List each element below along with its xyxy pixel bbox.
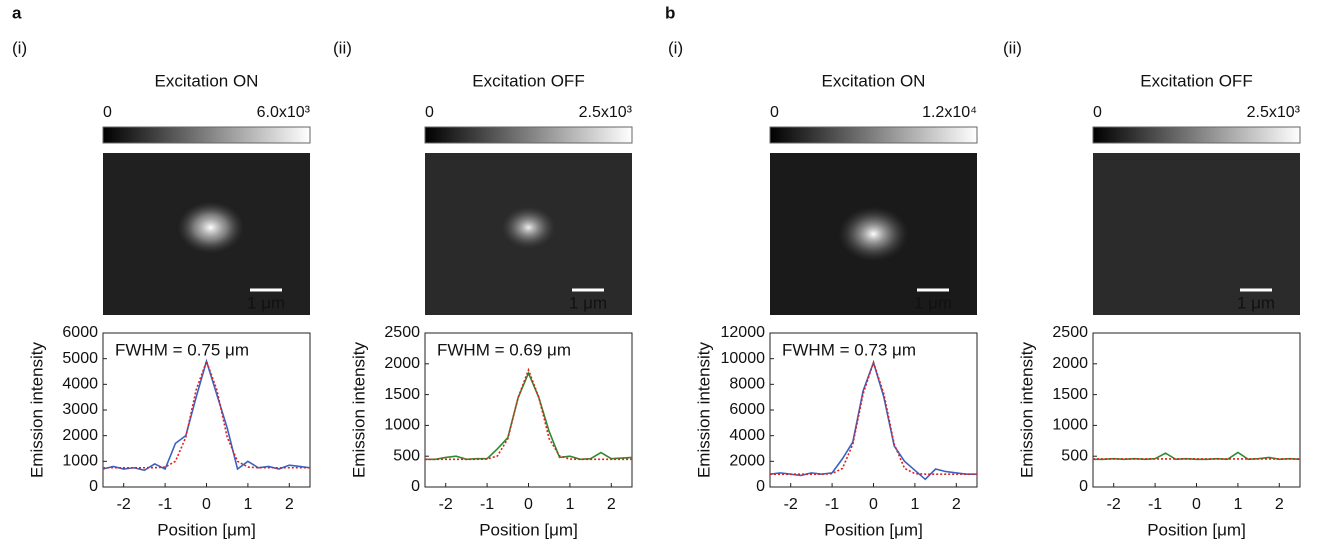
- panel-label: (ii): [1003, 38, 1022, 57]
- colorbar-label: 2.5x10³: [1247, 104, 1301, 121]
- y-tick-label: 0: [756, 478, 765, 495]
- plot-frame: [1092, 332, 1301, 488]
- x-tick-label: -2: [439, 496, 453, 513]
- y-tick-label: 500: [393, 447, 420, 464]
- scale-bar-label: 1 μm: [247, 293, 285, 312]
- colorbar-label: 0: [770, 104, 779, 121]
- x-tick-label: 1: [910, 496, 919, 513]
- data-line: [425, 370, 633, 461]
- y-axis-label: Emission intensity: [694, 341, 713, 478]
- panel-title: Excitation ON: [822, 71, 926, 90]
- y-tick-label: 4000: [62, 376, 98, 393]
- image-spot: [103, 153, 310, 315]
- y-tick-label: 6000: [729, 401, 765, 418]
- x-axis-label: Position [μm]: [1147, 520, 1246, 539]
- colorbar: [102, 126, 311, 144]
- panel-label: (i): [668, 38, 683, 57]
- colorbar-label: 2.5x10³: [579, 104, 633, 121]
- y-tick-label: 0: [1079, 478, 1088, 495]
- y-tick-label: 5000: [62, 350, 98, 367]
- image-spot: [1093, 153, 1300, 315]
- data-line: [103, 358, 310, 469]
- y-tick-label: 2000: [729, 453, 765, 470]
- y-tick-label: 2500: [384, 324, 420, 341]
- x-axis-label: Position [μm]: [479, 520, 578, 539]
- y-axis-label: Emission intensity: [349, 341, 368, 478]
- fwhm-annotation: FWHM = 0.69 μm: [437, 340, 571, 359]
- panel-title: Excitation OFF: [1140, 71, 1252, 90]
- panel-letter: a: [12, 3, 22, 22]
- scale-bar-label: 1 μm: [1237, 293, 1275, 312]
- y-tick-label: 6000: [62, 324, 98, 341]
- y-tick-label: 0: [411, 478, 420, 495]
- y-tick-label: 2000: [384, 355, 420, 372]
- y-tick-label: 2500: [1052, 324, 1088, 341]
- x-tick-label: -1: [480, 496, 494, 513]
- x-tick-label: 1: [1233, 496, 1242, 513]
- x-tick-label: 0: [869, 496, 878, 513]
- x-tick-label: 2: [285, 496, 294, 513]
- colorbar: [1092, 126, 1301, 144]
- colorbar-label: 6.0x10³: [257, 104, 311, 121]
- panel-letter: b: [665, 3, 675, 22]
- panel-title: Excitation OFF: [472, 71, 584, 90]
- fwhm-annotation: FWHM = 0.73 μm: [782, 340, 916, 359]
- colorbar: [769, 126, 978, 144]
- image-spot: [770, 153, 977, 315]
- panel-label: (ii): [333, 38, 352, 57]
- data-line: [770, 359, 977, 475]
- data-line: [769, 359, 977, 481]
- panel-title: Excitation ON: [155, 71, 259, 90]
- colorbar-label: 0: [425, 104, 434, 121]
- y-tick-label: 1500: [1052, 386, 1088, 403]
- y-tick-label: 1500: [384, 386, 420, 403]
- data-line: [1093, 451, 1301, 461]
- x-tick-label: 0: [1192, 496, 1201, 513]
- y-tick-label: 0: [89, 478, 98, 495]
- x-tick-label: -1: [825, 496, 839, 513]
- panel-label: (i): [12, 38, 27, 57]
- y-tick-label: 2000: [62, 427, 98, 444]
- x-axis-label: Position [μm]: [157, 520, 256, 539]
- y-tick-label: 10000: [721, 350, 766, 367]
- y-tick-label: 1000: [1052, 417, 1088, 434]
- x-tick-label: -2: [117, 496, 131, 513]
- x-tick-label: 2: [607, 496, 616, 513]
- colorbar: [424, 126, 633, 144]
- x-tick-label: 1: [565, 496, 574, 513]
- y-tick-label: 12000: [721, 324, 766, 341]
- x-tick-label: 2: [1275, 496, 1284, 513]
- data-line: [425, 367, 632, 461]
- data-line: [102, 358, 311, 472]
- scale-bar-label: 1 μm: [569, 293, 607, 312]
- y-axis-label: Emission intensity: [27, 341, 46, 478]
- image-spot: [425, 153, 632, 315]
- x-tick-label: -1: [1148, 496, 1162, 513]
- colorbar-label: 1.2x10⁴: [922, 104, 977, 121]
- x-tick-label: 1: [243, 496, 252, 513]
- y-tick-label: 4000: [729, 427, 765, 444]
- y-tick-label: 8000: [729, 376, 765, 393]
- y-tick-label: 500: [1061, 447, 1088, 464]
- y-axis-label: Emission intensity: [1017, 341, 1036, 478]
- x-tick-label: 0: [524, 496, 533, 513]
- y-tick-label: 2000: [1052, 355, 1088, 372]
- colorbar-label: 0: [1093, 104, 1102, 121]
- y-tick-label: 3000: [62, 401, 98, 418]
- x-tick-label: -2: [784, 496, 798, 513]
- y-tick-label: 1000: [62, 453, 98, 470]
- x-tick-label: 2: [952, 496, 961, 513]
- x-tick-label: -1: [158, 496, 172, 513]
- scale-bar-label: 1 μm: [914, 293, 952, 312]
- colorbar-label: 0: [103, 104, 112, 121]
- y-tick-label: 1000: [384, 417, 420, 434]
- fwhm-annotation: FWHM = 0.75 μm: [115, 340, 249, 359]
- x-axis-label: Position [μm]: [824, 520, 923, 539]
- x-tick-label: -2: [1107, 496, 1121, 513]
- x-tick-label: 0: [202, 496, 211, 513]
